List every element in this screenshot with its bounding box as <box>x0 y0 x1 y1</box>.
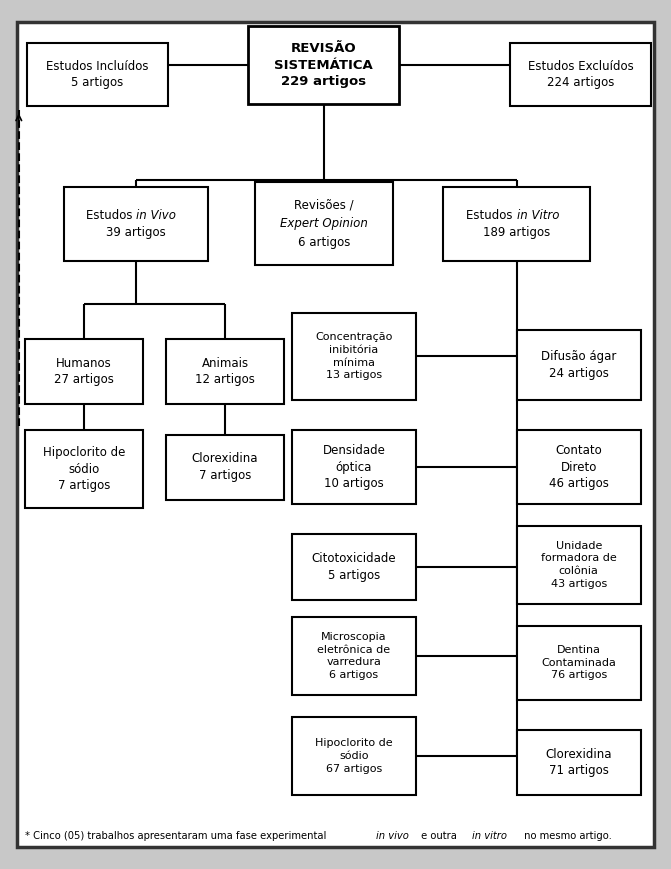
Text: Concentração
inibitória
mínima
13 artigos: Concentração inibitória mínima 13 artigo… <box>315 332 393 381</box>
Text: Difusão ágar
24 artigos: Difusão ágar 24 artigos <box>541 350 617 380</box>
Bar <box>64 187 208 261</box>
Bar <box>517 626 641 700</box>
Bar <box>166 434 284 500</box>
Text: Microscopia
eletrônica de
varredura
6 artigos: Microscopia eletrônica de varredura 6 ar… <box>317 632 391 680</box>
Text: Citotoxicidade
5 artigos: Citotoxicidade 5 artigos <box>311 553 397 581</box>
Text: Clorexidina
7 artigos: Clorexidina 7 artigos <box>192 453 258 481</box>
Text: no mesmo artigo.: no mesmo artigo. <box>521 831 611 841</box>
Bar <box>25 430 143 508</box>
Text: in vitro: in vitro <box>472 831 507 841</box>
Bar <box>510 43 651 106</box>
Text: Estudos: Estudos <box>466 209 517 222</box>
Text: Estudos Excluídos
224 artigos: Estudos Excluídos 224 artigos <box>527 60 633 90</box>
Text: REVISÃO
SISTEMÁTICA
229 artigos: REVISÃO SISTEMÁTICA 229 artigos <box>274 43 373 88</box>
Text: Revisões /: Revisões / <box>294 198 354 211</box>
Text: 189 artigos: 189 artigos <box>483 226 550 239</box>
Bar <box>255 182 393 265</box>
Bar <box>248 26 399 104</box>
Text: in Vivo: in Vivo <box>136 209 176 222</box>
Text: Densidade
óptica
10 artigos: Densidade óptica 10 artigos <box>323 444 385 490</box>
Bar <box>166 339 284 404</box>
Text: Estudos: Estudos <box>86 209 136 222</box>
Bar <box>292 313 416 400</box>
Text: Dentina
Contaminada
76 artigos: Dentina Contaminada 76 artigos <box>541 645 616 680</box>
Text: Hipoclorito de
sódio
7 artigos: Hipoclorito de sódio 7 artigos <box>43 447 125 492</box>
Text: in Vitro: in Vitro <box>517 209 559 222</box>
Text: 39 artigos: 39 artigos <box>106 226 166 239</box>
Bar <box>27 43 168 106</box>
Text: in vivo: in vivo <box>376 831 409 841</box>
Bar <box>292 717 416 795</box>
Bar <box>25 339 143 404</box>
Bar <box>517 430 641 504</box>
Text: 6 artigos: 6 artigos <box>297 236 350 249</box>
Text: Clorexidina
71 artigos: Clorexidina 71 artigos <box>546 748 612 777</box>
Bar <box>517 526 641 604</box>
Text: Animais
12 artigos: Animais 12 artigos <box>195 357 255 386</box>
Bar <box>292 430 416 504</box>
Bar <box>517 730 641 795</box>
Text: Expert Opinion: Expert Opinion <box>280 217 368 230</box>
Text: Hipoclorito de
sódio
67 artigos: Hipoclorito de sódio 67 artigos <box>315 739 393 773</box>
Text: * Cinco (05) trabalhos apresentaram uma fase experimental: * Cinco (05) trabalhos apresentaram uma … <box>25 831 330 841</box>
Text: Contato
Direto
46 artigos: Contato Direto 46 artigos <box>549 444 609 490</box>
Text: Estudos Incluídos
5 artigos: Estudos Incluídos 5 artigos <box>46 60 148 90</box>
Bar <box>517 330 641 400</box>
Bar <box>292 534 416 600</box>
Bar <box>292 617 416 695</box>
Text: Unidade
formadora de
colônia
43 artigos: Unidade formadora de colônia 43 artigos <box>541 541 617 589</box>
Text: Humanos
27 artigos: Humanos 27 artigos <box>54 357 114 386</box>
Text: e outra: e outra <box>418 831 460 841</box>
Bar <box>443 187 590 261</box>
